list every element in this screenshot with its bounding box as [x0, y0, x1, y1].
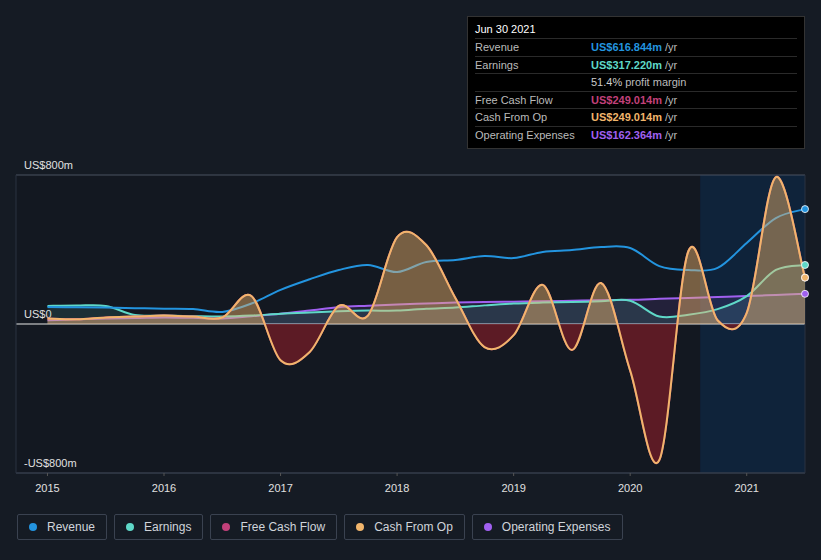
series-line [47, 177, 805, 463]
tooltip-label: Earnings [475, 57, 591, 74]
legend-label: Cash From Op [374, 520, 453, 534]
tooltip-unit: /yr [665, 57, 677, 74]
tooltip-unit: /yr [665, 92, 677, 109]
x-tick-label: 2018 [385, 482, 409, 494]
tooltip-value: US$616.844m [591, 39, 662, 56]
x-tick [630, 473, 631, 476]
x-tick-label: 2019 [501, 482, 525, 494]
legend-item[interactable]: Cash From Op [344, 514, 465, 540]
x-tick-label: 2021 [734, 482, 758, 494]
legend-label: Operating Expenses [502, 520, 611, 534]
tooltip-row: 51.4%profit margin [475, 73, 797, 91]
tooltip-unit: profit margin [625, 74, 686, 91]
tooltip-row: EarningsUS$317.220m/yr [475, 56, 797, 74]
legend-item[interactable]: Free Cash Flow [210, 514, 337, 540]
tooltip: Jun 30 2021RevenueUS$616.844m/yrEarnings… [467, 16, 805, 149]
tooltip-label: Free Cash Flow [475, 92, 591, 109]
end-marker [802, 274, 809, 281]
plot-area [47, 177, 805, 463]
series-line [47, 177, 805, 463]
tooltip-value: US$249.014m [591, 92, 662, 109]
end-marker [802, 206, 809, 213]
y-tick-label: US$0 [24, 308, 52, 320]
end-marker [802, 261, 809, 268]
tooltip-title: Jun 30 2021 [475, 23, 797, 35]
legend-swatch [29, 523, 37, 531]
x-tick-label: 2015 [35, 482, 59, 494]
x-tick [280, 473, 281, 476]
legend-label: Earnings [144, 520, 191, 534]
y-tick-label: US$800m [24, 159, 73, 171]
end-marker [802, 290, 809, 297]
x-tick [746, 473, 747, 476]
tooltip-row: Free Cash FlowUS$249.014m/yr [475, 91, 797, 109]
x-tick [47, 473, 48, 476]
tooltip-label [475, 74, 591, 91]
tooltip-value: 51.4% [591, 74, 622, 91]
legend-swatch [356, 523, 364, 531]
x-tick-label: 2017 [268, 482, 292, 494]
legend: Revenue Earnings Free Cash Flow Cash From O… [17, 514, 623, 540]
area-positive [47, 177, 805, 324]
legend-label: Revenue [47, 520, 95, 534]
tooltip-unit: /yr [665, 127, 677, 144]
tooltip-value: US$249.014m [591, 109, 662, 126]
frame [16, 175, 17, 473]
tooltip-value: US$317.220m [591, 57, 662, 74]
x-tick [513, 473, 514, 476]
tooltip-unit: /yr [665, 109, 677, 126]
legend-item[interactable]: Operating Expenses [472, 514, 623, 540]
legend-swatch [222, 523, 230, 531]
legend-swatch [126, 523, 134, 531]
tooltip-label: Revenue [475, 39, 591, 56]
tooltip-row: Operating ExpensesUS$162.364m/yr [475, 126, 797, 144]
x-tick [397, 473, 398, 476]
end-marker [802, 274, 809, 281]
tooltip-label: Operating Expenses [475, 127, 591, 144]
tooltip-value: US$162.364m [591, 127, 662, 144]
grid-line [16, 473, 805, 474]
legend-item[interactable]: Earnings [114, 514, 203, 540]
tooltip-unit: /yr [665, 39, 677, 56]
tooltip-row: RevenueUS$616.844m/yr [475, 38, 797, 56]
legend-swatch [484, 523, 492, 531]
tooltip-row: Cash From OpUS$249.014m/yr [475, 108, 797, 126]
legend-label: Free Cash Flow [240, 520, 325, 534]
frame [16, 473, 805, 474]
x-tick [164, 473, 165, 476]
tooltip-label: Cash From Op [475, 109, 591, 126]
x-tick-label: 2016 [152, 482, 176, 494]
x-tick-label: 2020 [618, 482, 642, 494]
legend-item[interactable]: Revenue [17, 514, 107, 540]
area-negative [47, 324, 805, 463]
grid-line [16, 175, 805, 176]
y-tick-label: -US$800m [24, 457, 77, 469]
